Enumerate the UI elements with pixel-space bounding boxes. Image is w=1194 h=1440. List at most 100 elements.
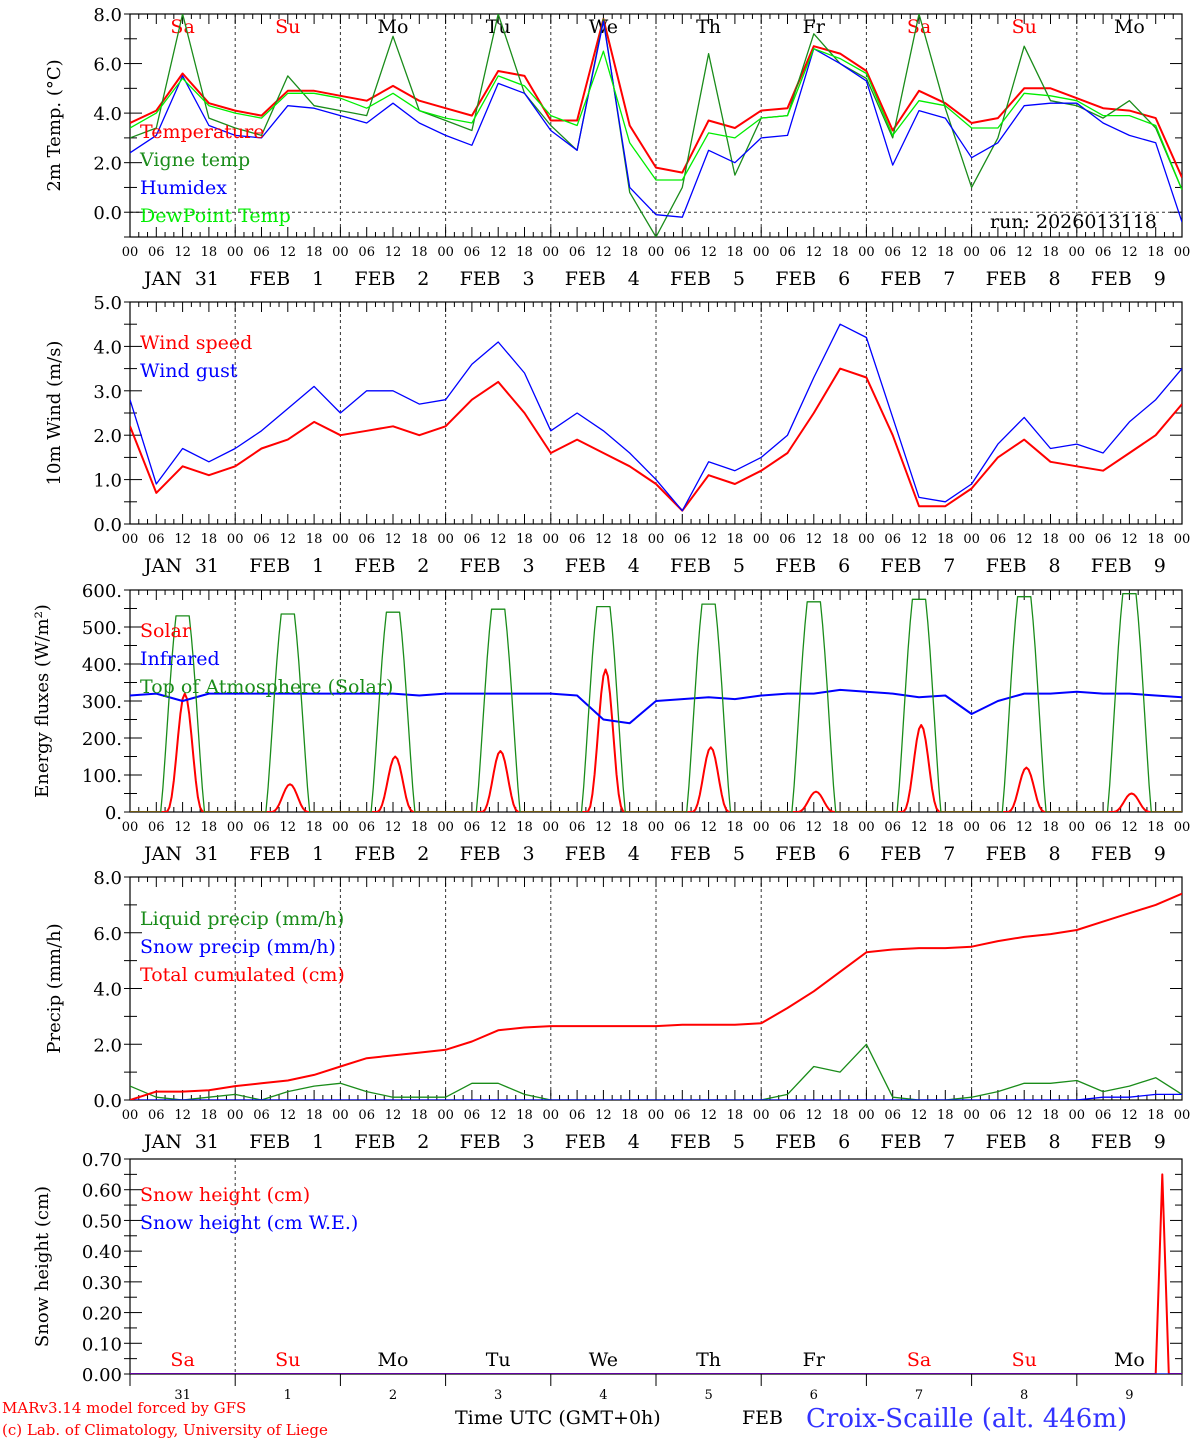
y-axis-title: Precip (mm/h) <box>44 923 65 1053</box>
hour-tick-label: 06 <box>148 532 165 547</box>
day-of-week-label: Su <box>1012 16 1037 38</box>
hour-tick-label: 18 <box>516 532 533 547</box>
hour-tick-label: 00 <box>1069 820 1086 835</box>
date-label-month: JAN <box>142 555 182 577</box>
date-label-day: 5 <box>733 843 745 865</box>
hour-tick-label: 18 <box>937 245 954 260</box>
hour-tick-label: 00 <box>227 820 244 835</box>
hour-tick-label: 06 <box>464 820 481 835</box>
hour-tick-label: 18 <box>621 532 638 547</box>
hour-tick-label: 00 <box>332 532 349 547</box>
date-label-month: FEB <box>1091 843 1132 865</box>
y-tick-label: 0. <box>105 803 122 824</box>
hour-tick-label: 12 <box>700 1108 717 1123</box>
hour-tick-label: 12 <box>490 820 507 835</box>
series-line-top-of-atmosphere-solar- <box>130 593 1182 812</box>
y-tick-label: 6.0 <box>93 924 122 945</box>
y-tick-label: 2.0 <box>93 426 122 447</box>
hour-tick-label: 06 <box>674 532 691 547</box>
hour-tick-label: 00 <box>122 1108 139 1123</box>
date-label-day: 9 <box>1154 268 1166 290</box>
hour-tick-label: 12 <box>806 1108 823 1123</box>
hour-tick-label: 06 <box>990 1108 1007 1123</box>
hour-tick-label: 12 <box>280 1108 297 1123</box>
hour-tick-label: 12 <box>490 532 507 547</box>
y-tick-label: 0.0 <box>93 203 122 224</box>
hour-tick-label: 06 <box>569 1108 586 1123</box>
date-label-month: FEB <box>775 843 816 865</box>
hour-tick-label: 18 <box>1147 532 1164 547</box>
hour-tick-label: 06 <box>464 1108 481 1123</box>
day-number-label: 2 <box>389 1388 397 1403</box>
hour-tick-label: 00 <box>753 245 770 260</box>
date-label-day: 9 <box>1154 1131 1166 1153</box>
hour-tick-label: 06 <box>779 1108 796 1123</box>
y-tick-label: 1.0 <box>93 471 122 492</box>
hour-tick-label: 00 <box>1174 820 1191 835</box>
date-label-day: 8 <box>1049 268 1061 290</box>
date-label-month: FEB <box>880 843 921 865</box>
hour-tick-label: 06 <box>253 245 270 260</box>
series-group <box>130 1173 1182 1374</box>
hour-tick-label: 00 <box>332 820 349 835</box>
hour-tick-label: 12 <box>595 532 612 547</box>
date-label-day: 3 <box>523 555 535 577</box>
hour-tick-label: 12 <box>1016 820 1033 835</box>
hour-tick-label: 00 <box>1174 1108 1191 1123</box>
y-tick-label: 0.40 <box>82 1242 122 1263</box>
hour-tick-label: 06 <box>1095 1108 1112 1123</box>
hour-tick-label: 12 <box>806 532 823 547</box>
date-label-month: FEB <box>1091 555 1132 577</box>
date-label-day: 4 <box>628 555 640 577</box>
hour-tick-label: 00 <box>1069 532 1086 547</box>
hour-tick-label: 06 <box>884 1108 901 1123</box>
series-line-vigne-temp <box>130 14 1182 237</box>
hour-tick-label: 12 <box>1121 532 1138 547</box>
date-label-month: FEB <box>354 1131 395 1153</box>
hour-tick-label: 12 <box>595 245 612 260</box>
hour-tick-label: 06 <box>884 245 901 260</box>
day-of-week-label: Th <box>696 16 721 38</box>
date-label-month: FEB <box>775 1131 816 1153</box>
date-label-day: 8 <box>1049 555 1061 577</box>
y-tick-label: 300. <box>82 692 122 713</box>
date-label-month: FEB <box>986 843 1027 865</box>
y-tick-label: 8.0 <box>93 5 122 26</box>
day-number-label: 1 <box>284 1388 292 1403</box>
hour-tick-label: 06 <box>358 1108 375 1123</box>
day-of-week-label: Fr <box>803 16 826 38</box>
hour-tick-label: 18 <box>727 820 744 835</box>
y-tick-label: 2.0 <box>93 154 122 175</box>
hour-tick-label: 12 <box>1121 820 1138 835</box>
date-label-day: 1 <box>312 843 324 865</box>
hour-tick-label: 12 <box>595 820 612 835</box>
hour-tick-label: 12 <box>1016 245 1033 260</box>
date-label-month: FEB <box>1091 268 1132 290</box>
day-number-label: 9 <box>1125 1388 1133 1403</box>
date-label-day: 9 <box>1154 843 1166 865</box>
legend-entry: Total cumulated (cm) <box>140 964 345 986</box>
hour-tick-label: 06 <box>358 245 375 260</box>
hour-tick-label: 00 <box>437 532 454 547</box>
date-label-month: FEB <box>986 1131 1027 1153</box>
run-label: run: 2026013118 <box>990 211 1157 233</box>
date-label-month: FEB <box>775 268 816 290</box>
hour-tick-label: 18 <box>1042 1108 1059 1123</box>
hour-tick-label: 00 <box>858 532 875 547</box>
date-label-day: 6 <box>838 268 850 290</box>
series-line-humidex <box>130 20 1182 223</box>
hour-tick-label: 00 <box>122 532 139 547</box>
hour-tick-label: 00 <box>858 1108 875 1123</box>
y-tick-label: 0.70 <box>82 1150 122 1171</box>
date-label-month: FEB <box>880 1131 921 1153</box>
hour-tick-label: 06 <box>148 820 165 835</box>
date-label-day: 2 <box>417 268 429 290</box>
series-line-dewpoint-temp <box>130 48 1182 191</box>
date-label-day: 31 <box>195 555 219 577</box>
y-tick-label: 0.0 <box>93 515 122 536</box>
y-tick-label: 0.60 <box>82 1181 122 1202</box>
day-number-label: 4 <box>599 1388 607 1403</box>
date-label-month: FEB <box>986 268 1027 290</box>
day-number-label: 31 <box>174 1388 191 1403</box>
